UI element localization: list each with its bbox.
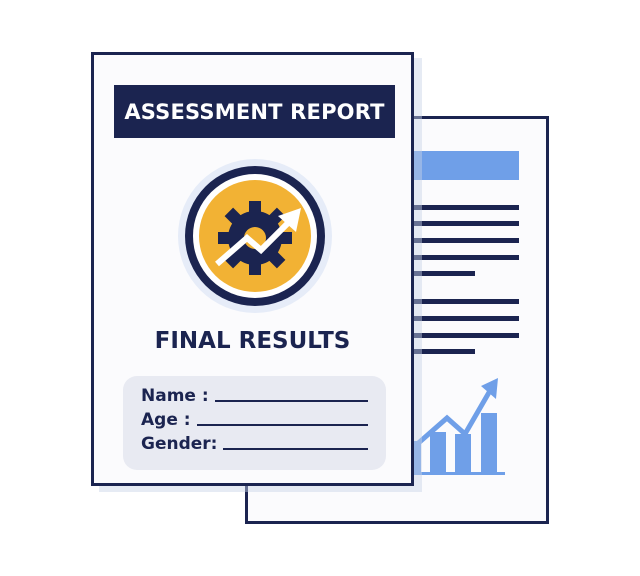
section-title: FINAL RESULTS [154,328,351,354]
gender-input-line[interactable] [223,448,368,450]
back-page-content [413,151,519,475]
gender-field[interactable]: Gender: [141,434,368,454]
participant-info-form: Name : Age : Gender: [123,376,386,470]
age-input-line[interactable] [196,424,368,426]
bar-chart-rising-arrow-icon [413,378,505,475]
name-label: Name : [141,386,209,406]
text-lines [413,205,519,354]
front-report-page: ASSESSMENT REPORT FINAL RE [91,52,414,486]
report-title-banner: ASSESSMENT REPORT [114,85,395,138]
header-bar [413,151,519,180]
name-field[interactable]: Name : [141,386,368,406]
name-input-line[interactable] [214,400,368,402]
age-field[interactable]: Age : [141,410,368,430]
age-label: Age : [141,410,191,430]
gender-label: Gender: [141,434,218,454]
gear-with-rising-arrow-icon [178,159,332,313]
